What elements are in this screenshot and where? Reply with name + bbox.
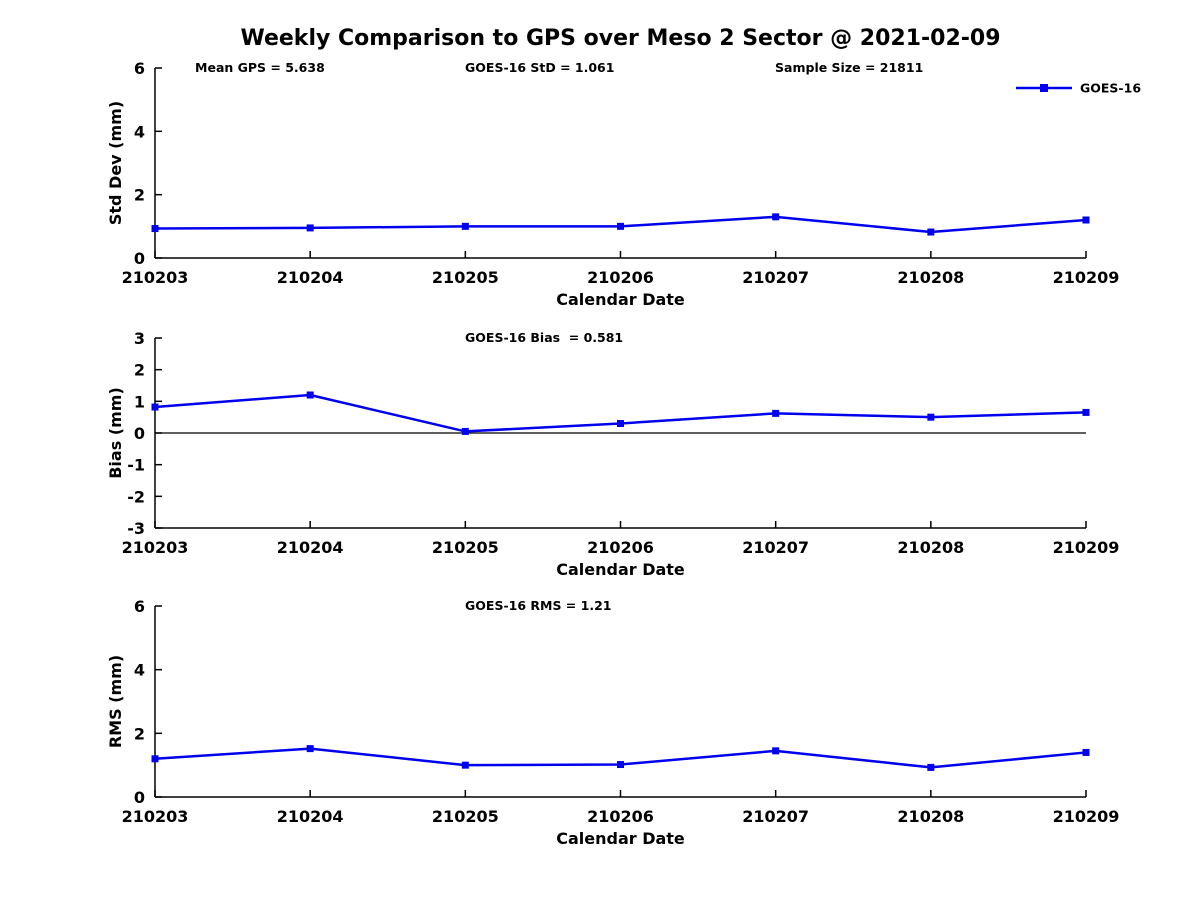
y-tick-label: 4 bbox=[134, 661, 145, 680]
x-tick-label: 210204 bbox=[277, 268, 344, 287]
data-point-marker bbox=[927, 228, 935, 236]
stat-annotation: GOES-16 Bias = 0.581 bbox=[465, 330, 623, 345]
data-point-marker bbox=[617, 420, 624, 427]
data-point-marker bbox=[1082, 408, 1090, 416]
x-tick-label: 210209 bbox=[1053, 268, 1120, 287]
figure-title: Weekly Comparison to GPS over Meso 2 Sec… bbox=[240, 26, 1001, 51]
data-point-marker bbox=[772, 747, 780, 755]
data-point-marker bbox=[151, 225, 159, 233]
data-point-marker bbox=[306, 391, 314, 399]
y-tick-label: 1 bbox=[134, 392, 145, 411]
x-tick-label: 210208 bbox=[897, 538, 964, 557]
data-point-marker bbox=[306, 745, 314, 753]
data-point-marker bbox=[927, 763, 935, 771]
data-point-marker bbox=[617, 761, 624, 769]
x-tick-label: 210207 bbox=[742, 807, 809, 826]
legend-label: GOES-16 bbox=[1080, 81, 1141, 96]
data-point-marker bbox=[1082, 748, 1090, 756]
y-tick-label: 6 bbox=[134, 597, 145, 616]
y-axis-label: RMS (mm) bbox=[106, 655, 125, 748]
y-tick-label: 3 bbox=[134, 329, 145, 348]
legend-marker-icon bbox=[1040, 84, 1048, 92]
x-tick-label: 210206 bbox=[587, 268, 654, 287]
x-tick-label: 210205 bbox=[432, 268, 499, 287]
stat-annotation: Sample Size = 21811 bbox=[775, 60, 923, 75]
y-tick-label: 2 bbox=[134, 186, 145, 205]
y-axis-label: Bias (mm) bbox=[106, 387, 125, 479]
x-axis-label: Calendar Date bbox=[556, 290, 685, 309]
x-tick-label: 210204 bbox=[277, 538, 344, 557]
x-tick-label: 210203 bbox=[122, 538, 189, 557]
x-tick-label: 210205 bbox=[432, 538, 499, 557]
stat-annotation: GOES-16 StD = 1.061 bbox=[465, 60, 614, 75]
stat-annotation: GOES-16 RMS = 1.21 bbox=[465, 598, 611, 613]
y-tick-label: -1 bbox=[127, 456, 145, 475]
y-tick-label: 0 bbox=[134, 788, 145, 807]
y-tick-label: -2 bbox=[127, 487, 145, 506]
y-tick-label: 0 bbox=[134, 249, 145, 268]
x-tick-label: 210209 bbox=[1053, 538, 1120, 557]
y-tick-label: 6 bbox=[134, 59, 145, 78]
data-point-marker bbox=[461, 427, 469, 435]
data-point-marker bbox=[772, 213, 780, 221]
x-tick-label: 210207 bbox=[742, 268, 809, 287]
stat-annotation: Mean GPS = 5.638 bbox=[195, 60, 325, 75]
x-tick-label: 210204 bbox=[277, 807, 344, 826]
subplot-rms: 0 2 4 6 210203 210204 210205 210206 210207 210208… bbox=[106, 597, 1119, 848]
x-tick-label: 210207 bbox=[742, 538, 809, 557]
y-axis-label: Std Dev (mm) bbox=[106, 101, 125, 225]
x-tick-label: 210206 bbox=[587, 538, 654, 557]
data-point-marker bbox=[772, 409, 780, 417]
data-point-marker bbox=[927, 413, 935, 421]
x-tick-label: 210203 bbox=[122, 268, 189, 287]
x-tick-label: 210205 bbox=[432, 807, 499, 826]
x-tick-label: 210206 bbox=[587, 807, 654, 826]
data-point-marker bbox=[461, 222, 469, 230]
x-axis-label: Calendar Date bbox=[556, 829, 685, 848]
x-tick-label: 210209 bbox=[1053, 807, 1120, 826]
y-tick-label: 0 bbox=[134, 424, 145, 443]
x-tick-label: 210203 bbox=[122, 807, 189, 826]
y-tick-label: -3 bbox=[127, 519, 145, 538]
subplot-bias: -3 -2 -1 0 1 2 3 210203 210204 210205 210206 210207… bbox=[106, 329, 1119, 579]
data-point-marker bbox=[151, 403, 159, 411]
data-point-marker bbox=[1082, 216, 1090, 224]
x-tick-label: 210208 bbox=[897, 268, 964, 287]
y-tick-label: 2 bbox=[134, 724, 145, 743]
y-tick-label: 4 bbox=[134, 122, 145, 141]
data-point-marker bbox=[461, 761, 469, 769]
y-tick-label: 2 bbox=[134, 361, 145, 380]
x-axis-label: Calendar Date bbox=[556, 560, 685, 579]
data-point-marker bbox=[151, 755, 159, 763]
data-point-marker bbox=[617, 222, 624, 230]
legend: GOES-16 bbox=[1016, 81, 1141, 96]
data-point-marker bbox=[306, 224, 314, 232]
subplot-std-dev: 0 2 4 6 210203 210204 210205 210206 210207 210208… bbox=[106, 59, 1141, 309]
x-tick-label: 210208 bbox=[897, 807, 964, 826]
